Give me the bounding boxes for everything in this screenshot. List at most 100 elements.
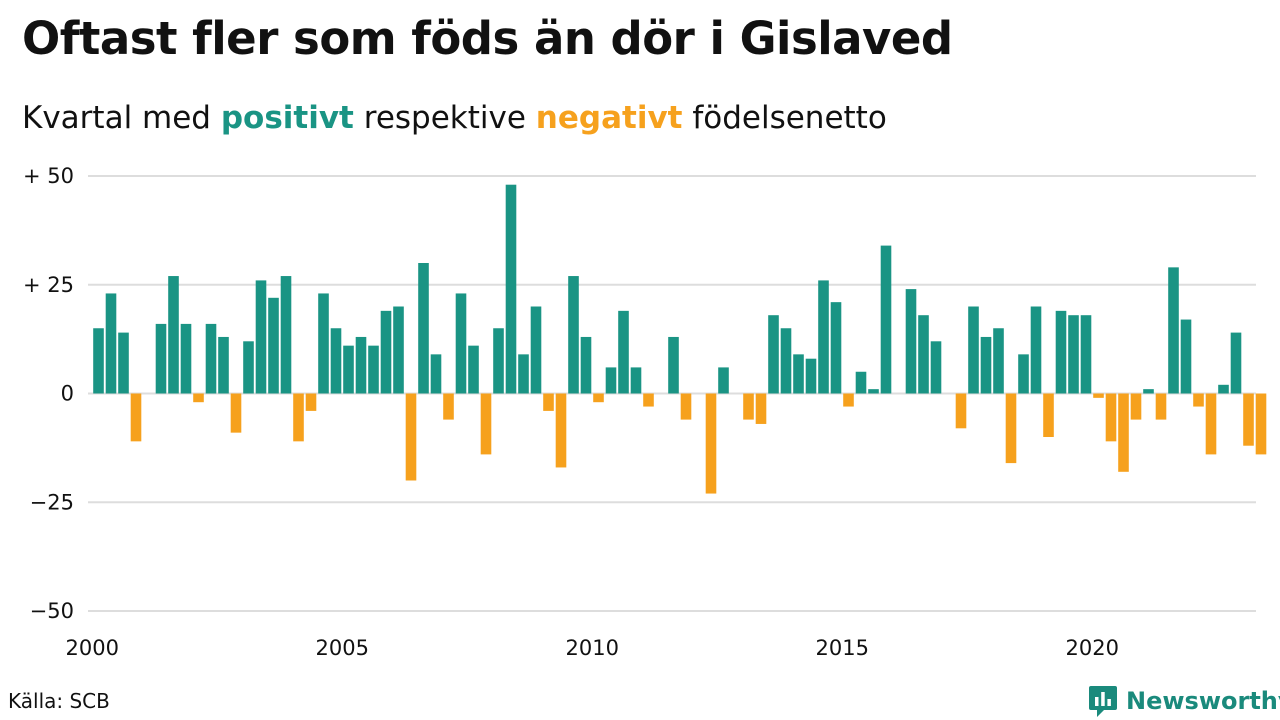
x-tick-labels: 2000 2005 2010 2015 2020 — [66, 636, 1119, 660]
bars — [93, 184, 1267, 494]
bar-negative — [1243, 393, 1254, 446]
bar-negative — [1130, 393, 1142, 420]
bar-positive — [818, 280, 829, 394]
bar-positive — [155, 323, 167, 394]
bar-positive — [318, 293, 329, 394]
bar-positive — [1180, 319, 1192, 394]
bar-negative — [743, 393, 754, 420]
subtitle-middle: respektive — [363, 100, 526, 136]
bar-positive — [618, 310, 629, 394]
bar-negative — [230, 393, 242, 433]
bar-positive — [118, 332, 129, 394]
subtitle-suffix: födelsenetto — [692, 100, 887, 136]
x-tick-label: 2020 — [1066, 636, 1119, 660]
bar-negative — [543, 393, 554, 411]
x-tick-label: 2005 — [316, 636, 369, 660]
bar-positive — [243, 341, 254, 394]
chart-subtitle: Kvartal med positivt respektive negativt… — [22, 100, 887, 136]
y-tick-label: + 50 — [23, 164, 74, 188]
bar-positive — [518, 354, 529, 394]
x-tick-label: 2000 — [66, 636, 119, 660]
bar-negative — [1005, 393, 1017, 464]
bar-positive — [630, 367, 642, 394]
bar-positive — [180, 323, 192, 394]
y-tick-label: −25 — [30, 490, 74, 514]
bar-negative — [755, 393, 767, 424]
bar-positive — [880, 245, 892, 394]
bar-positive — [493, 328, 504, 394]
subtitle-prefix: Kvartal med — [22, 100, 211, 136]
bar-negative — [680, 393, 692, 420]
chart-title: Oftast fler som föds än dör i Gislaved — [22, 12, 953, 65]
x-tick-label: 2010 — [566, 636, 619, 660]
bar-negative — [705, 393, 717, 494]
bar-positive — [218, 336, 229, 394]
bar-positive — [280, 276, 292, 394]
bar-negative — [480, 393, 492, 455]
x-tick-label: 2015 — [816, 636, 869, 660]
bar-negative — [443, 393, 454, 420]
bar-negative — [305, 393, 317, 411]
bar-negative — [193, 393, 204, 403]
bar-positive — [805, 358, 817, 394]
bar-positive — [768, 315, 779, 394]
bar-positive — [930, 341, 942, 394]
bar-positive — [1018, 354, 1029, 394]
bar-positive — [418, 263, 429, 394]
bar-positive — [1230, 332, 1242, 394]
bar-positive — [980, 336, 992, 394]
bar-positive — [1030, 306, 1042, 394]
bar-positive — [993, 328, 1004, 394]
y-tick-label: −50 — [30, 599, 74, 623]
bar-negative — [955, 393, 967, 429]
bar-positive — [368, 345, 379, 394]
bar-positive — [168, 276, 179, 394]
y-tick-label: + 25 — [23, 273, 74, 297]
bar-negative — [1255, 393, 1267, 455]
bar-negative — [405, 393, 417, 481]
bar-positive — [918, 315, 929, 394]
bar-positive — [605, 367, 617, 394]
bar-positive — [1080, 315, 1092, 394]
bar-negative — [843, 393, 854, 407]
bar-negative — [1105, 393, 1117, 442]
bar-positive — [393, 306, 404, 394]
bar-negative — [1093, 393, 1104, 398]
bar-negative — [293, 393, 304, 442]
bar-positive — [1218, 384, 1229, 394]
bar-positive — [530, 306, 542, 394]
bar-positive — [718, 367, 729, 394]
bar-positive — [505, 184, 517, 394]
bar-positive — [105, 293, 117, 394]
newsworthy-logo-icon — [1089, 686, 1117, 717]
brand-name: Newsworthy — [1126, 687, 1280, 715]
bar-negative — [1118, 393, 1129, 472]
bar-negative — [643, 393, 654, 407]
bar-positive — [780, 328, 792, 394]
bar-positive — [1143, 389, 1154, 394]
source-note: Källa: SCB — [8, 689, 110, 713]
bar-positive — [343, 345, 354, 394]
y-tick-labels: + 50 + 25 0 −25 −50 — [23, 164, 74, 623]
bar-positive — [93, 328, 104, 394]
bar-positive — [905, 289, 917, 394]
subtitle-negative: negativt — [535, 100, 683, 136]
bar-positive — [468, 345, 479, 394]
bar-positive — [330, 328, 342, 394]
bar-negative — [1155, 393, 1167, 420]
bar-positive — [355, 336, 367, 394]
bar-positive — [430, 354, 442, 394]
bar-positive — [205, 323, 217, 394]
bar-negative — [1205, 393, 1217, 455]
bar-negative — [555, 393, 567, 468]
bar-positive — [255, 280, 267, 394]
bar-positive — [668, 336, 679, 394]
bar-negative — [1193, 393, 1204, 407]
bar-positive — [268, 297, 279, 394]
y-tick-label: 0 — [61, 382, 74, 406]
bar-negative — [1043, 393, 1054, 437]
bar-positive — [868, 389, 879, 394]
brand-logo: Newsworthy — [1088, 684, 1280, 718]
subtitle-positive: positivt — [220, 100, 354, 136]
bar-positive — [455, 293, 467, 394]
